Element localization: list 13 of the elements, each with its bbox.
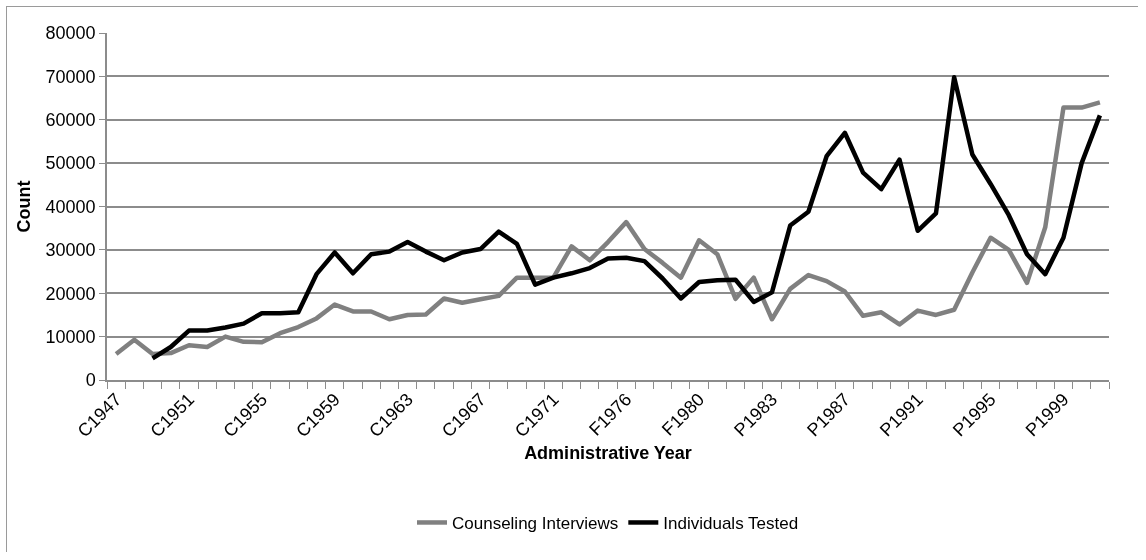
y-tick-label: 40000: [45, 196, 96, 217]
y-tick-label: 70000: [45, 66, 96, 87]
y-tick-label: 80000: [45, 23, 96, 44]
legend-label: Counseling Interviews: [452, 514, 619, 534]
y-axis-title: Count: [14, 180, 35, 233]
x-axis-title: Administrative Year: [524, 442, 692, 463]
y-tick-label: 50000: [45, 153, 96, 174]
y-tick-label: 60000: [45, 110, 96, 131]
y-tick-label: 30000: [45, 240, 96, 261]
y-tick-label: 10000: [45, 326, 96, 347]
y-tick-label: 0: [85, 370, 96, 391]
legend-label: Individuals Tested: [663, 514, 799, 534]
y-tick-label: 20000: [45, 283, 96, 304]
